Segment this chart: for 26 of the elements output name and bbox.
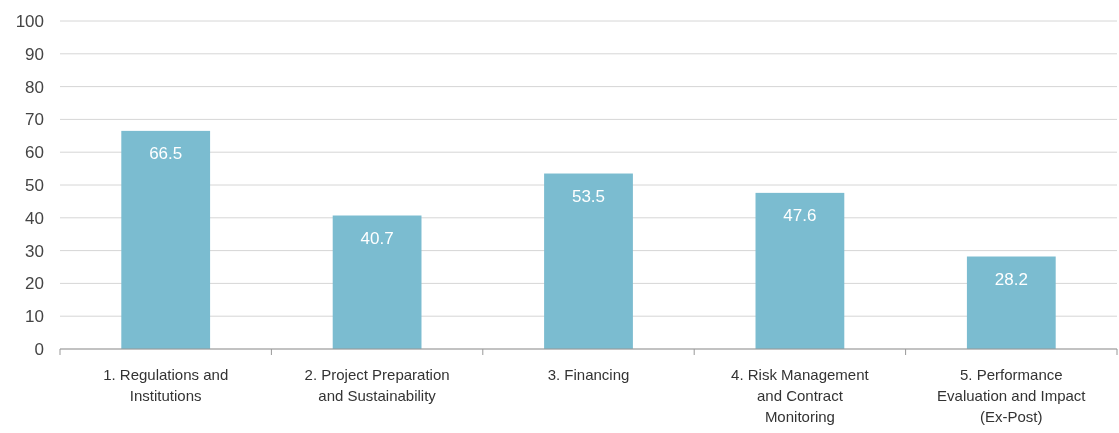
y-tick-label: 20 bbox=[25, 274, 44, 294]
y-tick-label: 100 bbox=[15, 11, 44, 31]
data-label: 66.5 bbox=[149, 143, 183, 163]
y-tick-label: 60 bbox=[25, 143, 44, 163]
x-tick-label: 5. Performance Evaluation and Impact (Ex-Post) bbox=[937, 366, 1087, 425]
bar bbox=[966, 256, 1056, 349]
data-label: 47.6 bbox=[783, 205, 817, 225]
data-label: 28.2 bbox=[994, 269, 1028, 289]
bar bbox=[755, 192, 845, 349]
bar bbox=[332, 215, 422, 349]
y-tick-label: 70 bbox=[25, 110, 44, 130]
y-tick-label: 10 bbox=[25, 307, 44, 327]
bar bbox=[544, 173, 633, 349]
x-tick-label: 1. Regulations and Institutions bbox=[103, 366, 229, 404]
y-tick-label: 40 bbox=[25, 208, 44, 228]
y-tick-label: 30 bbox=[25, 241, 44, 261]
x-tick-label: 4. Risk Management and Contract Monitoring bbox=[731, 366, 870, 425]
y-tick-label: 0 bbox=[34, 339, 44, 359]
data-label: 40.7 bbox=[360, 228, 394, 248]
x-tick-label: 2. Project Preparation and Sustainability bbox=[304, 366, 450, 404]
bar bbox=[121, 130, 211, 349]
x-tick-label: 3. Financing bbox=[547, 366, 630, 383]
data-label: 53.5 bbox=[571, 186, 606, 206]
y-tick-label: 50 bbox=[25, 175, 44, 195]
y-tick-label: 80 bbox=[25, 77, 44, 97]
y-tick-label: 90 bbox=[25, 44, 44, 64]
